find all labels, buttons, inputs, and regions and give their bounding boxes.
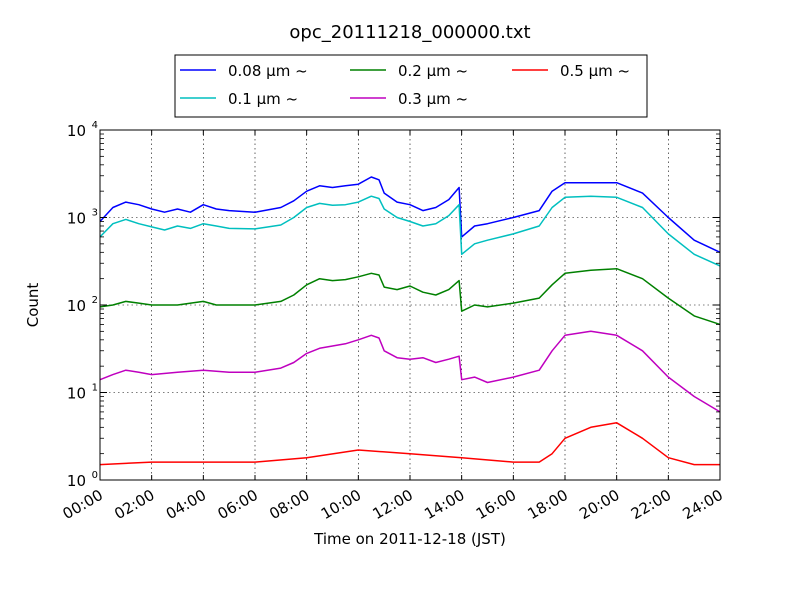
y-tick-label: 10 [67, 385, 86, 403]
series-line [99, 176, 721, 253]
legend-label: 0.3 μm ~ [398, 90, 468, 108]
y-tick-label: 10 [67, 472, 86, 490]
y-tick-exponent: 3 [92, 208, 98, 219]
legend-label: 0.08 μm ~ [228, 62, 308, 80]
y-axis-label: Count [24, 283, 42, 328]
legend-label: 0.2 μm ~ [398, 62, 468, 80]
y-tick-exponent: 4 [92, 120, 98, 131]
series-line [99, 330, 721, 413]
chart-title: opc_20111218_000000.txt [289, 22, 530, 43]
series-line [99, 195, 721, 267]
y-tick-label: 10 [67, 210, 86, 228]
legend: 0.08 μm ~ 0.1 μm ~ 0.2 μm ~ 0.3 μm ~ 0.5 μm … [174, 54, 648, 118]
legend-box [174, 54, 648, 118]
series-line [99, 267, 721, 326]
data-series [99, 176, 721, 466]
y-tick-exponent: 2 [92, 295, 98, 306]
y-tick-label: 10 [67, 122, 86, 140]
y-tick-exponent: 1 [92, 383, 98, 394]
legend-label: 0.5 μm ~ [560, 62, 630, 80]
x-axis-label: Time on 2011-12-18 (JST) [313, 530, 506, 548]
series-line [99, 422, 720, 466]
legend-label: 0.1 μm ~ [228, 90, 298, 108]
y-tick-exponent: 0 [92, 470, 98, 481]
y-tick-label: 10 [67, 297, 86, 315]
